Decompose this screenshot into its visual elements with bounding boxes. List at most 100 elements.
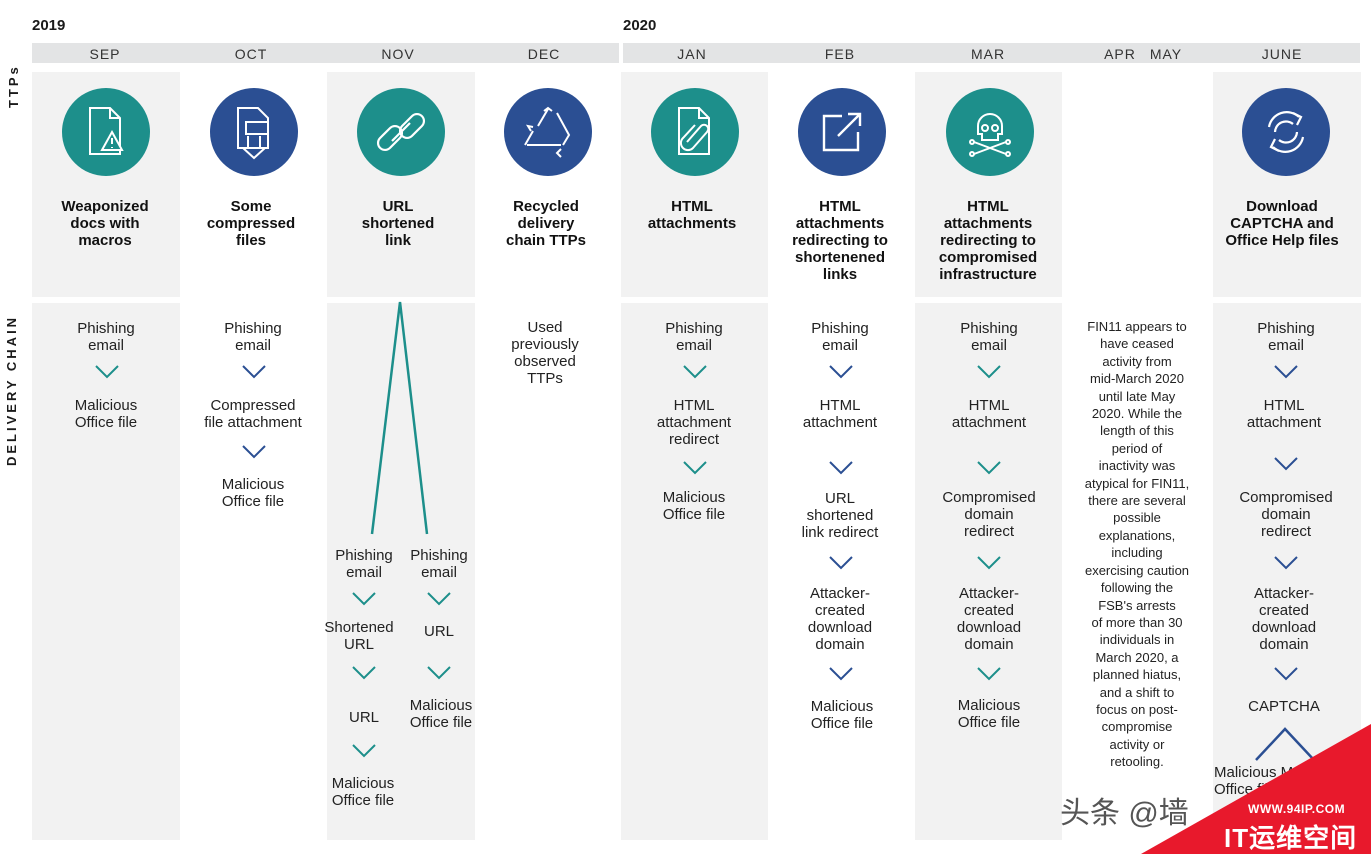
chain-line: Phishing [1257,320,1315,337]
chain-line: shortened [806,507,874,524]
chain-line: Office file [331,792,395,809]
chevron-down-icon [427,592,451,606]
month-oct: OCT [234,46,268,62]
watermark-brand: IT运维空间 [1224,823,1358,853]
note-line: 2020. While the [1091,406,1183,422]
chain-step: URL [327,709,401,726]
year-2020: 2020 [623,17,657,34]
watermark-banner [1141,724,1371,854]
chain-line: Malicious [221,476,285,493]
month-apr: APR [1104,46,1136,62]
chain-line: Office file [810,715,874,732]
chevron-down-icon [977,365,1001,379]
ttp-line: infrastructure [939,266,1037,283]
chain-line: domain [815,636,865,653]
chain-link-icon [357,88,445,176]
chain-line: Compromised [1239,489,1333,506]
chain-step: Attacker-created download domain [929,585,1049,653]
ttp-line: links [822,266,858,283]
chain-line: HTML [1263,397,1305,414]
chain-line: email [822,337,858,354]
chain-cell-jan [621,303,768,840]
chain-line: redirect [668,431,720,448]
chain-line: HTML [819,397,861,414]
chain-step: URL [403,623,475,640]
chevron-down-icon [95,365,119,379]
ttp-text-nov: URL shortened link [328,198,468,249]
chain-line: Attacker- [809,585,870,602]
chain-step: Compressed file attachment [188,397,318,431]
chain-line: Phishing [665,320,723,337]
chain-line: Malicious [74,397,138,414]
chain-line: URL [423,623,454,640]
note-line: explanations, [1098,527,1176,543]
chain-step: Phishing email [780,320,900,354]
note-line: focus on post- [1096,701,1178,717]
chain-line: Malicious [409,697,473,714]
chain-line: HTML [673,397,715,414]
chevron-down-icon [683,365,707,379]
chain-step: Phishing email [46,320,166,354]
apr-may-note: FIN11 appears to have ceased activity from… [1070,318,1204,771]
note-line: inactivity was [1098,458,1176,474]
external-link-icon [798,88,886,176]
ttp-line: macros [78,232,132,249]
chain-line: download [1251,619,1317,636]
ttp-line: delivery [517,215,575,232]
chain-line: attachment [802,414,878,431]
chain-line: CAPTCHA [1248,698,1320,715]
ttp-line: redirecting to [792,232,888,249]
chain-step: Malicious Office file [193,476,313,510]
chain-line: domain [964,636,1014,653]
chain-step: HTML attachment redirect [634,397,754,448]
note-line: activity or [1109,736,1165,752]
month-feb: FEB [824,46,856,62]
year-2019: 2019 [32,17,66,34]
note-line: retooling. [1110,754,1164,770]
ttp-text-mar: HTML attachments redirecting to compromised… [918,198,1058,283]
chevron-down-icon [427,666,451,680]
chain-line: Used [527,319,563,336]
chain-line: Office file [957,714,1021,731]
chain-line: file attachment [204,414,302,431]
chain-line: Office file [74,414,138,431]
chain-cell-nov [327,303,475,840]
chain-line: attachment [951,414,1027,431]
chevron-down-icon [829,365,853,379]
chain-line: Phishing [960,320,1018,337]
note-line: following the [1100,580,1174,596]
chain-line: redirect [963,523,1015,540]
month-bar-2019 [32,43,619,63]
chain-step: Malicious Office file [400,697,482,731]
chain-line: email [676,337,712,354]
chain-line: previously [511,336,579,353]
chevron-down-icon [829,667,853,681]
chain-step: Malicious Office file [929,697,1049,731]
ttp-line: shortenened [794,249,885,266]
chain-step: Attacker-created download domain [780,585,900,653]
ttp-line: docs with [70,215,140,232]
chain-line: attachment [1246,414,1322,431]
chain-step: Phishing email [1226,320,1346,354]
chain-line: Phishing [335,547,393,564]
ttp-line: Recycled [513,198,579,215]
chain-line: Office file [409,714,473,731]
compressed-download-icon [210,88,298,176]
chain-line: link redirect [801,524,879,541]
watermark-text: 头条 @墙 [1060,797,1189,830]
chain-line: Attacker- [1253,585,1314,602]
chain-line: domain [964,506,1014,523]
chain-line: domain [1259,636,1309,653]
chain-cell-mar [915,303,1062,840]
ttp-line: redirecting to [940,232,1036,249]
note-line: individuals in [1099,632,1175,648]
ttp-line: URL [382,198,414,215]
recycle-icon [504,88,592,176]
ttp-text-feb: HTML attachments redirecting to shortenened… [770,198,910,283]
note-line: period of [1111,440,1163,456]
note-line: length of this [1100,423,1174,439]
ttp-text-dec: Recycled delivery chain TTPs [476,198,616,249]
note-line: March 2020, a [1095,649,1179,665]
chain-step: Phishing email [193,320,313,354]
chain-step: CAPTCHA [1224,698,1344,715]
